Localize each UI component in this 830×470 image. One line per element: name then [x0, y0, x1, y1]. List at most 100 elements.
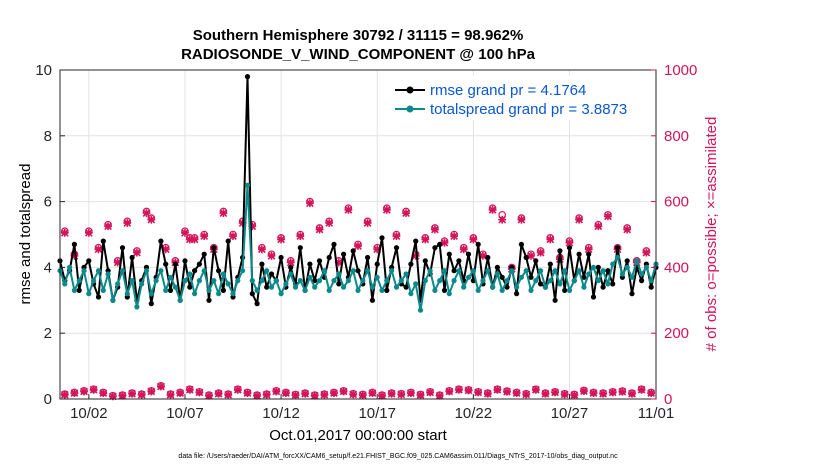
totalspread-point	[139, 281, 145, 287]
obs-assimilated-point	[584, 245, 593, 254]
obs-low-assimilated-point	[531, 385, 540, 394]
totalspread-point	[316, 278, 323, 284]
obs-low-assimilated-point	[397, 390, 406, 399]
rmse-point	[605, 268, 611, 274]
totalspread-point	[148, 291, 154, 297]
rmse-point	[225, 238, 231, 244]
totalspread-point	[283, 281, 289, 287]
y-tick-label-left: 2	[44, 325, 52, 342]
rmse-point	[552, 297, 558, 303]
totalspread-point	[177, 297, 183, 303]
totalspread-point	[341, 284, 347, 290]
totalspread-point	[614, 254, 621, 261]
rmse-point	[167, 287, 174, 293]
rmse-point	[259, 261, 265, 267]
rmse-point	[312, 278, 318, 284]
y-tick-label-right: 400	[664, 259, 689, 276]
rmse-point	[538, 281, 544, 287]
y-tick-label-right: 800	[664, 128, 689, 145]
rmse-point	[624, 258, 630, 264]
totalspread-point	[441, 268, 448, 274]
obs-low-assimilated-point	[464, 386, 473, 395]
rmse-point	[148, 301, 154, 307]
totalspread-point	[355, 287, 361, 293]
x-tick-label: 10/02	[70, 405, 108, 422]
totalspread-point	[273, 278, 279, 284]
obs-low-assimilated-point	[233, 385, 242, 394]
totalspread-point	[509, 268, 515, 274]
totalspread-point	[499, 287, 505, 293]
x-tick-label: 11/01	[638, 405, 674, 422]
totalspread-point	[91, 278, 97, 284]
totalspread-point	[624, 264, 630, 270]
totalspread-point	[321, 268, 327, 274]
totalspread-point	[105, 271, 111, 277]
obs-assimilated-point	[382, 205, 391, 214]
rmse-point	[158, 238, 164, 244]
obs-assimilated-point	[575, 215, 583, 224]
obs-low-assimilated-point	[445, 387, 454, 396]
totalspread-point	[648, 278, 654, 284]
obs-low-assimilated-point	[551, 388, 559, 397]
obs-assimilated-point	[142, 209, 151, 218]
totalspread-point	[326, 287, 332, 293]
totalspread-point	[374, 274, 380, 280]
rmse-point	[172, 261, 178, 267]
totalspread-point	[576, 268, 582, 274]
totalspread-point	[254, 287, 260, 293]
totalspread-point	[639, 271, 645, 277]
totalspread-point	[182, 278, 188, 284]
y-tick-label-right: 1000	[664, 62, 697, 79]
obs-assimilated-point	[373, 245, 382, 254]
obs-assimilated-point	[200, 232, 209, 241]
totalspread-point	[538, 268, 544, 274]
obs-low-assimilated-point	[455, 385, 463, 394]
rmse-point	[341, 251, 347, 257]
obs-assimilated-point	[181, 228, 189, 237]
obs-low-assimilated-point	[580, 387, 588, 396]
totalspread-point	[81, 268, 87, 274]
obs-low-assimilated-point	[330, 389, 338, 397]
obs-assimilated-point	[536, 248, 545, 257]
obs-assimilated-point	[469, 235, 478, 244]
rmse-point	[586, 251, 592, 257]
obs-assimilated-point	[257, 245, 266, 254]
obs-low-assimilated-point	[474, 388, 483, 397]
rmse-point	[374, 261, 380, 267]
rmse-point	[129, 254, 135, 261]
totalspread-point	[566, 287, 573, 293]
obs-assimilated-point	[190, 235, 199, 244]
obs-low-assimilated-group	[60, 382, 656, 401]
obs-low-assimilated-point	[291, 391, 300, 399]
rmse-point	[437, 241, 443, 247]
totalspread-point	[124, 291, 130, 297]
totalspread-series	[57, 182, 659, 313]
totalspread-point	[643, 264, 650, 270]
obs-low-assimilated-point	[503, 387, 511, 396]
rmse-point	[518, 241, 525, 247]
totalspread-point	[413, 281, 419, 287]
y-tick-label-left: 8	[44, 128, 52, 145]
x-tick-label: 10/17	[358, 405, 396, 422]
obs-low-assimilated-point	[128, 389, 136, 398]
totalspread-point	[76, 278, 82, 284]
rmse-point	[216, 268, 222, 274]
obs-low-assimilated-point	[368, 389, 377, 397]
totalspread-point	[192, 291, 198, 297]
obs-assimilated-point	[498, 215, 507, 224]
totalspread-point	[292, 284, 299, 290]
rmse-point	[316, 258, 323, 264]
rmse-point	[71, 241, 77, 247]
obs-assimilated-point	[402, 209, 410, 218]
totalspread-point	[100, 287, 106, 293]
chart-subtitle: RADIOSONDE_V_WIND_COMPONENT @ 100 hPa	[181, 46, 536, 63]
rmse-point	[413, 238, 419, 244]
totalspread-point	[552, 268, 558, 274]
totalspread-point	[196, 278, 202, 284]
rmse-point	[562, 287, 568, 293]
obs-assimilated-point	[421, 235, 430, 244]
obs-assimilated-point	[517, 215, 526, 224]
rmse-point	[451, 268, 457, 274]
totalspread-point	[307, 274, 313, 280]
